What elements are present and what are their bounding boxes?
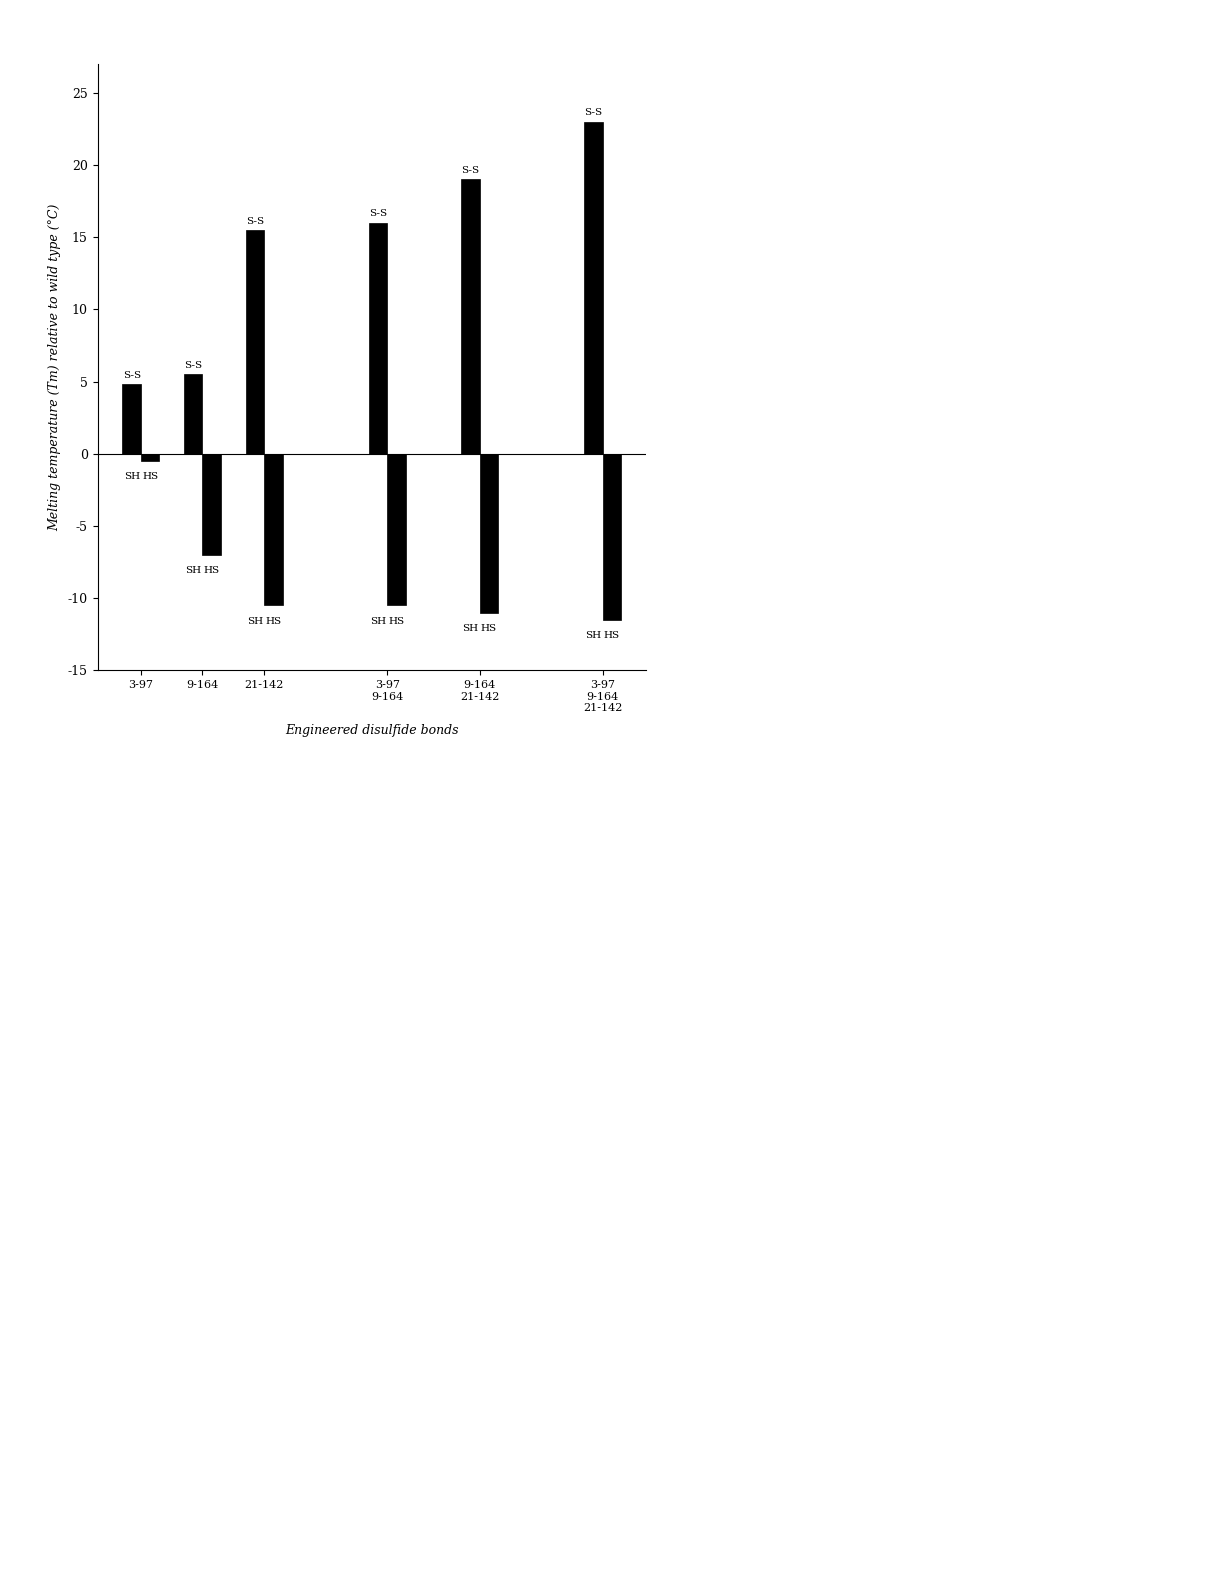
Bar	[461, 179, 479, 453]
Text: HS: HS	[204, 567, 219, 575]
Text: S-S: S-S	[461, 166, 479, 176]
Bar	[184, 375, 202, 453]
Bar	[141, 453, 160, 461]
Y-axis label: Melting temperature (Tm) relative to wild type (°C): Melting temperature (Tm) relative to wil…	[48, 203, 61, 531]
Bar	[602, 453, 622, 619]
Text: S-S: S-S	[246, 217, 263, 225]
Text: SH: SH	[123, 472, 140, 482]
Text: HS: HS	[603, 632, 620, 640]
Text: SH: SH	[369, 618, 386, 626]
Bar	[202, 453, 221, 555]
Bar	[368, 223, 388, 453]
Text: HS: HS	[480, 624, 497, 634]
Text: S-S: S-S	[369, 209, 386, 219]
Text: S-S: S-S	[184, 361, 202, 370]
Bar	[479, 453, 499, 613]
Text: SH: SH	[585, 632, 601, 640]
Bar	[245, 230, 265, 453]
Bar	[584, 121, 602, 453]
Text: HS: HS	[389, 618, 405, 626]
Bar	[265, 453, 283, 605]
Text: S-S: S-S	[584, 109, 602, 117]
Text: SH: SH	[246, 618, 263, 626]
Text: SH: SH	[185, 567, 201, 575]
Text: SH: SH	[462, 624, 478, 634]
Text: HS: HS	[266, 618, 282, 626]
Bar	[388, 453, 406, 605]
Text: S-S: S-S	[123, 372, 140, 380]
X-axis label: Engineered disulfide bonds: Engineered disulfide bonds	[285, 725, 458, 737]
Bar	[122, 385, 141, 453]
Text: HS: HS	[143, 472, 158, 482]
